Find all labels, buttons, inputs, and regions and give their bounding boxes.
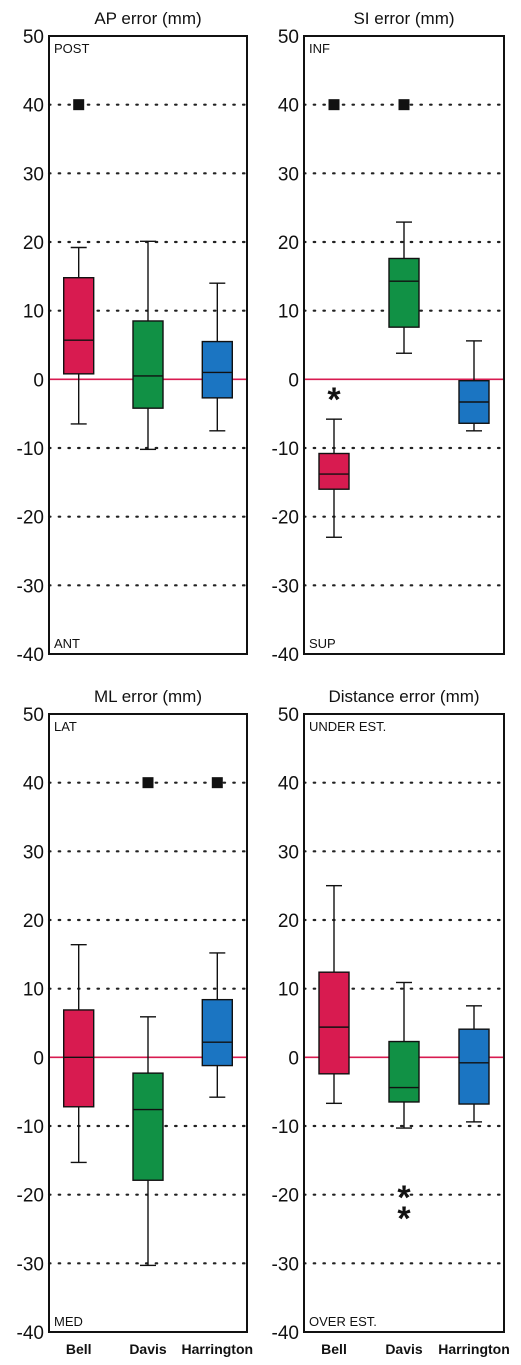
- y-tick-label: 0: [288, 1048, 299, 1069]
- top-direction-label: UNDER EST.: [309, 719, 386, 734]
- box-davis: **: [388, 981, 420, 1238]
- y-tick-label: -40: [272, 645, 299, 666]
- outlier-square: [142, 777, 154, 789]
- bottom-direction-label: OVER EST.: [309, 1314, 377, 1329]
- category-label: Bell: [66, 1341, 92, 1357]
- y-tick-label: 50: [278, 27, 299, 48]
- y-tick-label: -30: [272, 576, 299, 597]
- panel-ap: AP error (mm) 50 40 30 20 10 0 -10 -20 -30 -40 POST…: [17, 9, 249, 666]
- y-tick-label: 20: [23, 233, 44, 254]
- top-direction-label: INF: [309, 41, 330, 56]
- panel-frame: [48, 713, 248, 1333]
- box-harrington: [201, 282, 234, 432]
- outlier-square: [73, 99, 85, 111]
- panel-title: Distance error (mm): [328, 687, 479, 706]
- y-tick-label: 40: [278, 774, 299, 795]
- bottom-direction-label: SUP: [309, 636, 336, 651]
- y-tick-label: -40: [17, 1323, 44, 1344]
- y-tick-label: -20: [272, 1186, 299, 1207]
- category-label: Harrington: [182, 1341, 254, 1357]
- y-tick-label: -30: [17, 1254, 44, 1275]
- y-tick-label: 0: [33, 1048, 44, 1069]
- box-davis: [132, 240, 164, 451]
- category-label: Harrington: [438, 1341, 510, 1357]
- y-tick-label: 30: [23, 164, 44, 185]
- panel-frame: [48, 35, 248, 655]
- y-tick-label: 30: [278, 842, 299, 863]
- y-tick-label: 30: [23, 842, 44, 863]
- bottom-direction-label: MED: [54, 1314, 83, 1329]
- outlier-star: *: [397, 1179, 411, 1217]
- iqr-box: [201, 340, 234, 399]
- y-tick-label: -20: [17, 1186, 44, 1207]
- box-harrington: [458, 1005, 490, 1123]
- y-tick-label: 0: [33, 370, 44, 391]
- box-bell: [63, 99, 95, 425]
- iqr-box: [132, 320, 164, 409]
- y-tick-label: 10: [23, 980, 44, 1001]
- top-direction-label: LAT: [54, 719, 77, 734]
- y-tick-label: 40: [23, 774, 44, 795]
- y-tick-label: 10: [278, 980, 299, 1001]
- panel-title: AP error (mm): [94, 9, 201, 28]
- y-tick-label: -10: [17, 439, 44, 460]
- iqr-box: [63, 1009, 95, 1108]
- box-harrington: [458, 340, 490, 432]
- y-tick-label: -10: [272, 1117, 299, 1138]
- y-tick-label: 10: [23, 302, 44, 323]
- outlier-star: *: [397, 1200, 411, 1238]
- top-direction-label: POST: [54, 41, 89, 56]
- y-tick-label: 20: [278, 911, 299, 932]
- y-tick-label: -30: [17, 576, 44, 597]
- box-harrington: [201, 777, 234, 1098]
- category-label: Davis: [129, 1341, 167, 1357]
- category-label: Davis: [385, 1341, 423, 1357]
- panel-distance: Distance error (mm) 50 40 30 20 10 0 -10 -20 -30 -…: [272, 687, 510, 1357]
- y-tick-label: -30: [272, 1254, 299, 1275]
- outlier-square: [398, 99, 410, 111]
- y-tick-label: -40: [272, 1323, 299, 1344]
- box-bell: [63, 944, 95, 1164]
- y-tick-label: 50: [278, 705, 299, 726]
- outlier-star: *: [327, 381, 341, 419]
- box-davis: [388, 99, 420, 354]
- panel-title: ML error (mm): [94, 687, 202, 706]
- outlier-square: [211, 777, 223, 789]
- y-tick-label: 10: [278, 302, 299, 323]
- y-tick-label: 30: [278, 164, 299, 185]
- y-tick-label: -40: [17, 645, 44, 666]
- y-tick-label: 0: [288, 370, 299, 391]
- y-tick-label: 50: [23, 705, 44, 726]
- iqr-box: [458, 1028, 490, 1105]
- box-davis: [132, 777, 164, 1267]
- y-tick-label: -10: [17, 1117, 44, 1138]
- panel-frame: [303, 713, 505, 1333]
- box-bell: *: [318, 99, 350, 538]
- y-tick-label: -20: [272, 508, 299, 529]
- iqr-box: [388, 257, 420, 328]
- y-tick-label: 20: [278, 233, 299, 254]
- panel-title: SI error (mm): [353, 9, 454, 28]
- category-label: Bell: [321, 1341, 347, 1357]
- iqr-box: [388, 1040, 420, 1103]
- iqr-box: [318, 971, 350, 1075]
- y-tick-label: 40: [23, 96, 44, 117]
- panel-ml: ML error (mm) 50 40 30 20 10 0 -10 -20 -30 -40 LAT M…: [17, 687, 254, 1357]
- panel-si: SI error (mm) 50 40 30 20 10 0 -10 -20 -30 -40 INF S…: [272, 9, 506, 666]
- iqr-box: [201, 998, 234, 1067]
- y-tick-label: 50: [23, 27, 44, 48]
- y-tick-label: -20: [17, 508, 44, 529]
- y-tick-label: 20: [23, 911, 44, 932]
- bottom-direction-label: ANT: [54, 636, 80, 651]
- iqr-box: [318, 452, 350, 490]
- panel-frame: [303, 35, 505, 655]
- iqr-box: [63, 277, 95, 375]
- y-tick-label: 40: [278, 96, 299, 117]
- box-bell: [318, 884, 350, 1105]
- outlier-square: [328, 99, 340, 111]
- iqr-box: [132, 1072, 164, 1181]
- y-tick-label: -10: [272, 439, 299, 460]
